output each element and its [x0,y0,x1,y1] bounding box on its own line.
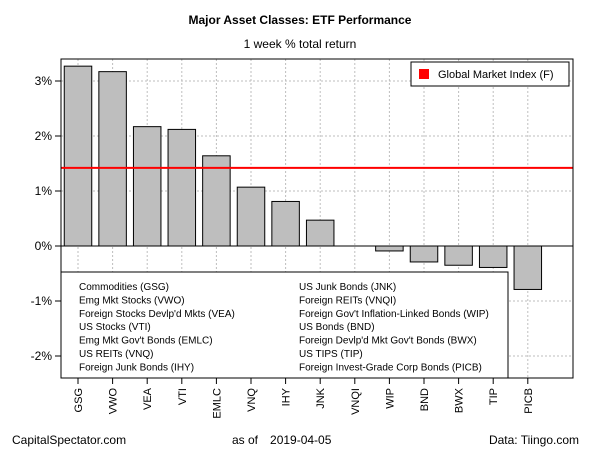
bar-vea [132,126,162,247]
bar-picb [513,245,543,290]
bar-layer [63,65,543,290]
x-tick-label: TIP [488,388,500,405]
category-legend-item: US REITs (VNQ) [79,349,153,360]
category-legend-box [60,271,509,379]
y-tick-label: 2% [35,129,53,143]
chart-title: Major Asset Classes: ETF Performance [188,13,412,27]
as-of-label: as of [232,433,259,447]
category-legend-item: Emg Mkt Gov't Bonds (EMLC) [79,336,213,347]
chart-subtitle: 1 week % total return [243,37,357,51]
category-legend-item: Foreign Stocks Devlp'd Mkts (VEA) [79,309,235,320]
bar-vwo [98,71,127,247]
category-legend-item: US Stocks (VTI) [79,322,151,333]
x-tick-label: WIP [384,388,396,409]
category-legend-item: Foreign Gov't Inflation-Linked Bonds (WI… [299,309,489,320]
x-tick-label: GSG [73,388,85,412]
x-tick-label: JNK [315,387,327,408]
footer-data-credit: Data: Tiingo.com [488,433,579,447]
category-legend-item: Foreign REITs (VNQI) [299,295,396,306]
y-tick-label: -1% [31,294,53,308]
x-tick-label: IHY [281,387,293,406]
bar-vnq [236,186,266,247]
y-tick-label: 0% [35,239,53,253]
y-tick-label: 1% [35,184,53,198]
category-legend-item: Foreign Invest-Grade Corp Bonds (PICB) [299,362,482,373]
category-legend-item: Emg Mkt Stocks (VWO) [79,295,185,306]
bar-wip [375,245,404,252]
y-tick-label: -2% [31,349,53,363]
x-tick-label: PICB [523,388,535,414]
legend-box [410,61,570,87]
bar-bwx [444,245,473,266]
bar-emlc [202,155,231,247]
x-tick-label: EMLC [211,388,223,419]
x-tick-label: BND [419,388,431,411]
bar-ihy [271,200,300,247]
legend-swatch [419,69,429,79]
legend-label: Global Market Index (F) [438,69,554,81]
axis-layer: -2% -1% 0% 1% 2% 3% GSG VWO VEA VTI EMLC VNQ IHY JNK V… [31,58,574,419]
category-legend-item: Foreign Devlp'd Mkt Gov't Bonds (BWX) [299,336,477,347]
x-tick-label: VWO [108,388,120,415]
x-tick-label: VNQI [350,388,362,415]
x-tick-label: VEA [142,387,154,410]
category-legend-item: Commodities (GSG) [79,282,169,293]
bar-gsg [63,65,93,247]
x-tick-label: VTI [177,388,189,405]
x-tick-label: VNQ [246,388,258,412]
category-legend-item: US Bonds (BND) [299,322,375,333]
category-legend-item: US TIPS (TIP) [299,349,363,360]
category-legend-item: US Junk Bonds (JNK) [299,282,396,293]
bar-tip [478,245,508,268]
footer-date: as of 2019-04-05 [232,433,331,447]
category-legend-item: Foreign Junk Bonds (IHY) [79,362,194,373]
legend-layer: Global Market Index (F) [410,61,570,87]
category-legend-layer: Commodities (GSG) Emg Mkt Stocks (VWO) For… [60,271,509,379]
as-of-date: 2019-04-05 [270,433,332,447]
y-tick-label: 3% [35,74,53,88]
bar-bnd [409,245,439,263]
x-tick-label: BWX [454,387,466,413]
bar-vti [167,128,197,247]
bar-jnk [305,219,335,247]
footer-source: CapitalSpectator.com [12,433,127,447]
